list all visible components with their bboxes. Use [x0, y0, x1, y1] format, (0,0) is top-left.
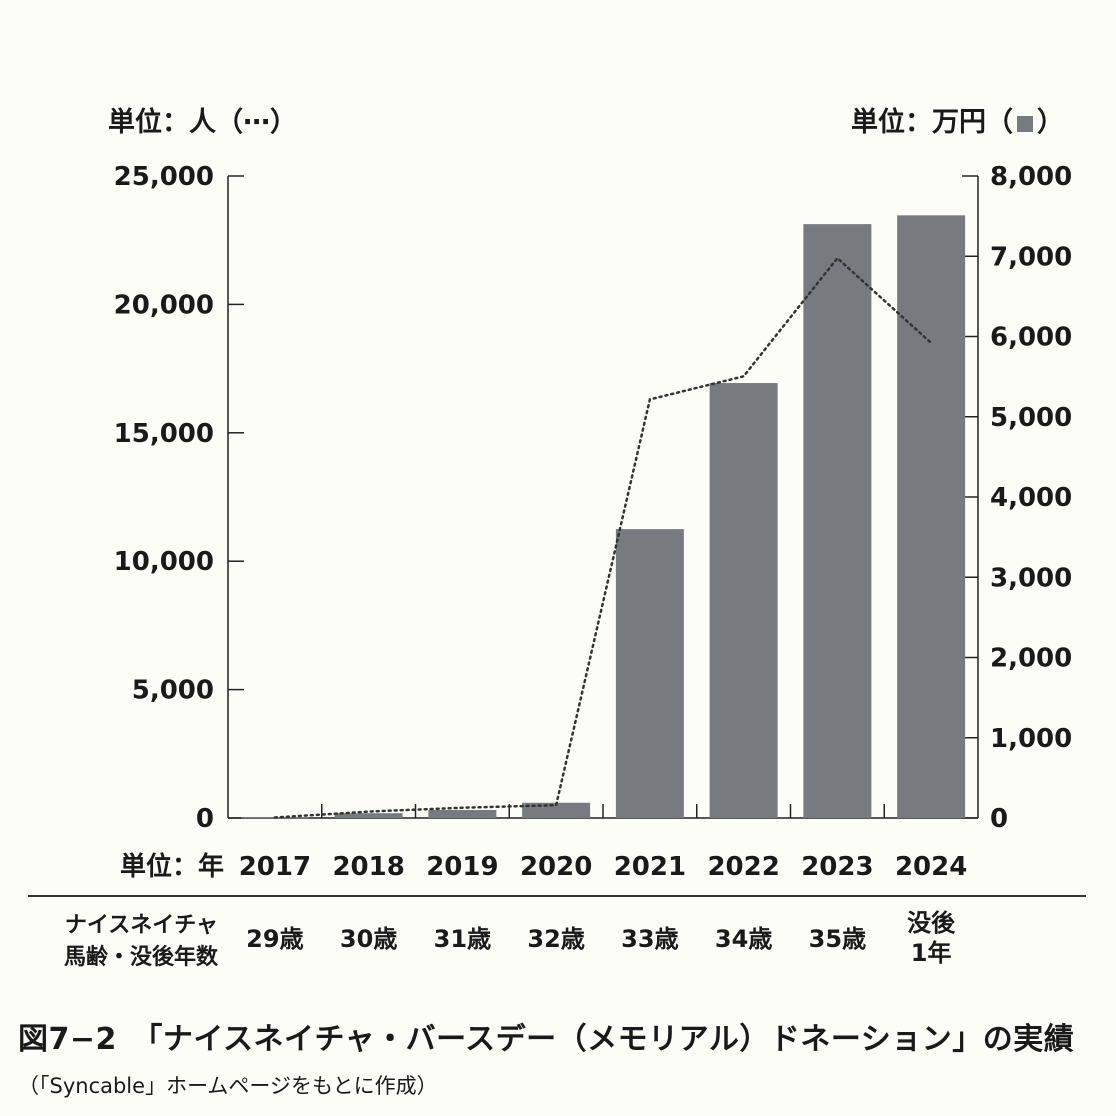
figure-caption: 図7−2 「ナイスネイチャ・バースデー（メモリアル）ドネーション」の実績 [18, 1022, 1075, 1057]
bar-legend-swatch [1017, 115, 1033, 132]
right-axis-unit-text: 単位：万円（ [851, 107, 1013, 138]
right-axis-unit-close: ） [1037, 107, 1064, 138]
right-tick-label: 4,000 [990, 483, 1072, 513]
left-axis-unit-label: 単位：人（⋯） [108, 107, 297, 138]
left-tick-label: 15,000 [114, 419, 214, 449]
right-tick-label: 8,000 [990, 162, 1072, 192]
bar [803, 224, 872, 818]
age-cell-line: 29歳 [246, 925, 304, 953]
x-tick-label: 2018 [332, 852, 404, 882]
age-cell: 33歳 [605, 924, 695, 954]
right-tick-label: 3,000 [990, 563, 1072, 593]
x-tick-label: 2023 [801, 852, 873, 882]
left-tick-label: 10,000 [114, 547, 214, 577]
age-cell-line: 34歳 [714, 925, 773, 953]
age-cell: 30歳 [324, 924, 414, 954]
bar [615, 529, 684, 818]
left-tick-label: 25,000 [114, 162, 214, 192]
line-series [273, 256, 933, 819]
age-cell-line: 35歳 [808, 925, 867, 953]
bar [428, 809, 497, 818]
left-tick-label: 20,000 [114, 290, 214, 320]
right-tick-label: 0 [990, 804, 1008, 834]
x-unit-label: 単位：年 [120, 851, 224, 882]
age-cell: 32歳 [511, 924, 601, 954]
bar [709, 383, 778, 818]
age-row-header-line2: 馬齢・没後年数 [63, 945, 218, 970]
x-tick-label: 2024 [895, 852, 967, 882]
age-cell: 没後 1年 [886, 908, 976, 968]
x-tick-label: 2021 [614, 852, 686, 882]
age-cell-line: 33歳 [621, 925, 679, 953]
bar [897, 215, 966, 818]
left-tick-label: 0 [196, 804, 214, 834]
right-tick-label: 5,000 [990, 403, 1072, 433]
age-row-header-line1: ナイスネイチャ [64, 913, 218, 938]
left-tick-label: 5,000 [132, 676, 214, 706]
age-cell: 29歳 [230, 924, 320, 954]
age-cell-line: 31歳 [433, 925, 492, 953]
age-cell-line: 1年 [910, 939, 952, 967]
age-cell-line: 30歳 [339, 925, 398, 953]
x-tick-label: 2022 [707, 852, 779, 882]
age-row-header: ナイスネイチャ 馬齢・没後年数 [28, 910, 218, 974]
right-tick-label: 2,000 [990, 644, 1072, 674]
source-note: （「Syncable」ホームページをもとに作成） [18, 1074, 438, 1098]
x-tick-label: 2020 [520, 852, 592, 882]
right-tick-label: 1,000 [990, 724, 1072, 754]
bar [334, 813, 403, 818]
age-cell: 34歳 [699, 924, 789, 954]
chart-svg: 0 5,000 10,000 15,000 20,000 25,000 0 1,000 2,00… [114, 162, 1073, 882]
age-cell-line: 32歳 [527, 925, 585, 953]
right-tick-label: 6,000 [990, 323, 1072, 353]
age-cell: 31歳 [417, 924, 507, 954]
x-tick-label: 2017 [239, 852, 311, 882]
right-axis-unit-label: 単位：万円（ ） [851, 100, 1064, 139]
age-cell-line: 没後 [907, 909, 956, 937]
x-tick-label: 2019 [426, 852, 498, 882]
age-cell: 35歳 [792, 924, 882, 954]
right-tick-label: 7,000 [990, 242, 1072, 272]
table-divider [28, 895, 1086, 897]
